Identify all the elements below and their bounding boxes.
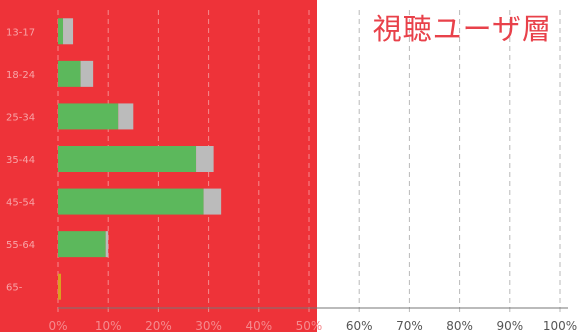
x-tick-label: 50% (296, 319, 323, 332)
category-label: 65- (6, 283, 23, 294)
category-label: 13-17 (6, 27, 35, 38)
category-label: 35-44 (6, 155, 35, 166)
x-tick-label: 80% (446, 319, 473, 332)
x-tick-label: 30% (195, 319, 222, 332)
category-label: 55-64 (6, 240, 35, 251)
bar-segment (203, 188, 222, 215)
bar-segment (58, 273, 62, 300)
x-tick-label: 20% (145, 319, 172, 332)
x-tick-label: 90% (496, 319, 523, 332)
x-tick-label: 100% (543, 319, 577, 332)
bar-segment (58, 18, 64, 45)
category-label: 25-34 (6, 112, 35, 123)
bar-segment (105, 231, 109, 258)
bar-segment (63, 18, 74, 45)
x-tick-label: 60% (346, 319, 373, 332)
bar-segment (58, 188, 204, 215)
x-tick-label: 40% (245, 319, 272, 332)
x-tick-label: 10% (95, 319, 122, 332)
bar-segment (58, 231, 106, 258)
bar-segment (58, 103, 119, 130)
bar-segment (80, 60, 94, 87)
x-tick-label: 0% (48, 319, 67, 332)
bar-segment (118, 103, 134, 130)
bar-segment (196, 146, 214, 172)
category-label: 18-24 (6, 70, 35, 81)
category-label: 45-54 (6, 198, 35, 209)
chart-title: 視聴ユーザ層 (372, 12, 552, 46)
x-tick-label: 70% (396, 319, 423, 332)
bar-segment (58, 146, 197, 172)
bar-segment (58, 60, 81, 87)
